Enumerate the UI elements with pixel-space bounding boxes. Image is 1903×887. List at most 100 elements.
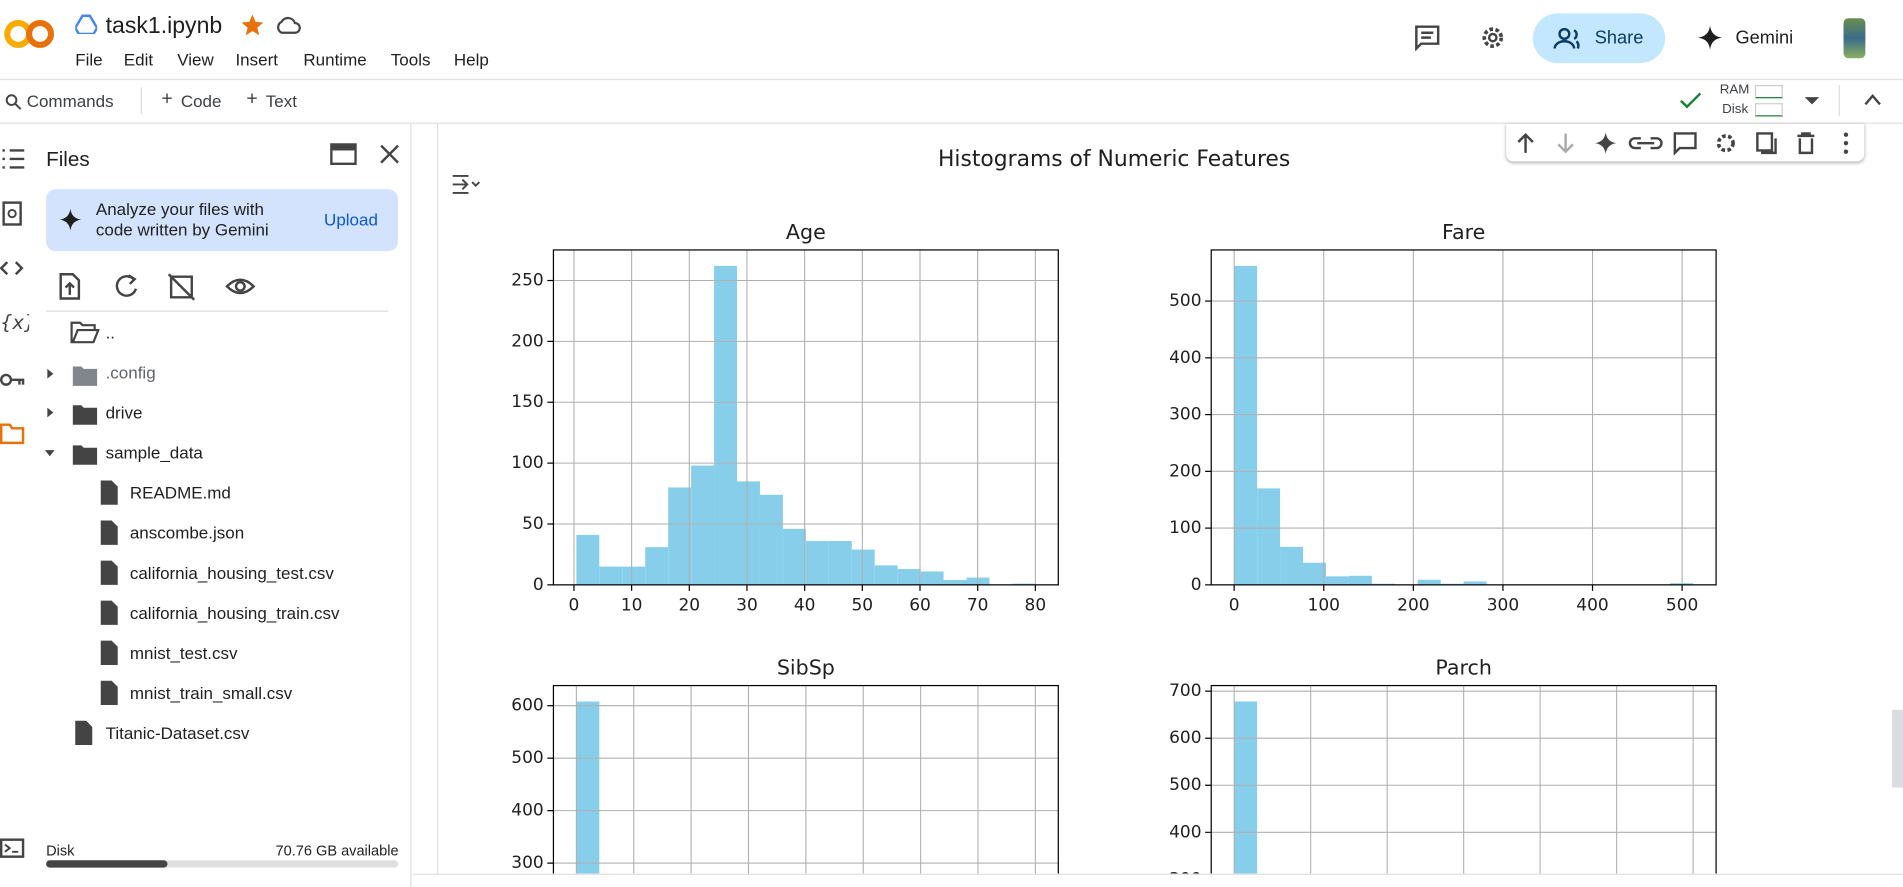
divider xyxy=(46,310,389,312)
comments-icon[interactable] xyxy=(1414,24,1441,51)
cloud-icon[interactable] xyxy=(274,15,301,37)
tree-item[interactable]: mnist_test.csv xyxy=(129,643,238,663)
divider xyxy=(0,78,1903,81)
disk-label: Disk xyxy=(46,842,75,860)
histogram-bar xyxy=(691,465,715,585)
file-icon xyxy=(100,640,118,665)
histogram-bar xyxy=(874,565,898,585)
histogram-bar xyxy=(851,549,875,585)
histogram-bar xyxy=(668,487,692,585)
y-tick-label: 250 xyxy=(511,271,543,291)
detach-icon[interactable] xyxy=(330,143,357,166)
histogram-bar xyxy=(599,566,623,585)
side-rail[interactable]: {x} xyxy=(0,143,29,458)
y-tick-label: 600 xyxy=(511,696,543,716)
output-menu-icon[interactable] xyxy=(451,174,481,196)
upload-link[interactable]: Upload xyxy=(324,209,378,230)
tree-item[interactable]: mnist_train_small.csv xyxy=(129,683,293,703)
disk-used xyxy=(46,860,168,868)
drive-icon[interactable] xyxy=(75,14,98,34)
file-icon xyxy=(75,720,93,746)
y-tick-label: 500 xyxy=(1169,291,1201,311)
tree-item[interactable]: anscombe.json xyxy=(129,522,245,543)
histogram-bar xyxy=(576,534,600,585)
folder-open-icon xyxy=(70,321,100,344)
tree-item[interactable]: Titanic-Dataset.csv xyxy=(105,723,250,743)
scrollbar[interactable] xyxy=(1892,709,1903,788)
histogram-bar xyxy=(645,547,669,585)
y-tick-label: 300 xyxy=(511,853,543,873)
x-tick-label: 60 xyxy=(909,595,931,615)
histogram-bar xyxy=(805,541,829,585)
terminal-icon[interactable] xyxy=(0,837,27,859)
histogram-bar xyxy=(943,579,967,585)
gemini-prompt: Analyze your files with code written by … xyxy=(95,198,269,240)
file-actions[interactable] xyxy=(56,272,262,301)
settings-icon[interactable] xyxy=(1479,24,1506,51)
tree-item[interactable]: california_housing_test.csv xyxy=(129,563,334,583)
collapse-button[interactable] xyxy=(1864,93,1881,106)
histogram-bar xyxy=(1234,265,1258,585)
gemini-button[interactable]: Gemini xyxy=(1735,27,1794,49)
folder-icon xyxy=(44,445,98,465)
histogram-bar xyxy=(1325,576,1349,585)
colab-logo[interactable] xyxy=(2,17,55,51)
y-tick-label: 100 xyxy=(511,453,543,473)
x-tick-label: 80 xyxy=(1025,595,1047,615)
resources-dropdown[interactable] xyxy=(1803,96,1820,106)
folder-icon xyxy=(47,405,98,425)
add-text-button[interactable]: Text xyxy=(265,91,297,111)
file-icon xyxy=(100,480,118,505)
menu-item[interactable]: View xyxy=(177,49,214,70)
x-tick-label: 70 xyxy=(967,595,989,615)
gemini-icon xyxy=(59,208,82,231)
avatar[interactable] xyxy=(1843,18,1866,59)
y-tick-label: 600 xyxy=(1169,728,1201,748)
axes-frame xyxy=(552,684,1059,874)
menu-item[interactable]: Help xyxy=(453,49,489,70)
histogram-bar xyxy=(1257,488,1281,585)
connected-check xyxy=(1680,92,1702,109)
notebook-name[interactable]: task1.ipynb xyxy=(105,13,223,39)
y-tick-label: 400 xyxy=(1169,348,1201,368)
add-code-button[interactable]: Code xyxy=(180,91,222,111)
plus-icon: + xyxy=(246,88,258,110)
x-tick-label: 50 xyxy=(852,595,874,615)
close-icon[interactable] xyxy=(379,143,401,165)
subplot-title: Fare xyxy=(1442,220,1485,244)
commands-button[interactable]: Commands xyxy=(26,91,114,111)
share-icon xyxy=(1553,27,1580,50)
divider xyxy=(1838,84,1840,117)
x-tick-label: 500 xyxy=(1666,595,1698,615)
axes-background xyxy=(1211,249,1717,585)
x-tick-label: 30 xyxy=(736,595,758,615)
tree-item[interactable]: drive xyxy=(105,402,143,423)
menu-item[interactable]: File xyxy=(75,49,103,70)
files-title: Files xyxy=(46,148,90,172)
histogram-bar xyxy=(897,569,921,585)
histogram-bar xyxy=(759,494,783,585)
share-button[interactable]: Share xyxy=(1532,13,1666,64)
menu-item[interactable]: Edit xyxy=(123,49,154,70)
tree-item[interactable]: .. xyxy=(105,322,116,343)
divider xyxy=(140,87,142,115)
gemini-icon[interactable] xyxy=(1697,25,1723,50)
menu-item[interactable]: Tools xyxy=(390,49,431,70)
y-tick-label: 500 xyxy=(511,748,543,768)
search-icon xyxy=(5,94,22,110)
tree-item[interactable]: sample_data xyxy=(105,442,203,463)
y-tick-label: 400 xyxy=(1169,822,1201,842)
menu-item[interactable]: Insert xyxy=(235,49,278,70)
cell-toolbar-icons[interactable] xyxy=(1516,131,1862,156)
cell xyxy=(436,123,1870,887)
menu-item[interactable]: Runtime xyxy=(303,49,367,70)
tree-item[interactable]: README.md xyxy=(129,482,231,503)
histogram-bar xyxy=(1280,546,1304,585)
star-icon[interactable] xyxy=(240,13,264,37)
y-tick-label: 0 xyxy=(533,575,544,595)
histogram-bar xyxy=(1463,581,1487,585)
y-tick-label: 300 xyxy=(1169,869,1201,873)
tree-item[interactable]: .config xyxy=(105,362,156,383)
tree-item[interactable]: california_housing_train.csv xyxy=(129,603,340,623)
